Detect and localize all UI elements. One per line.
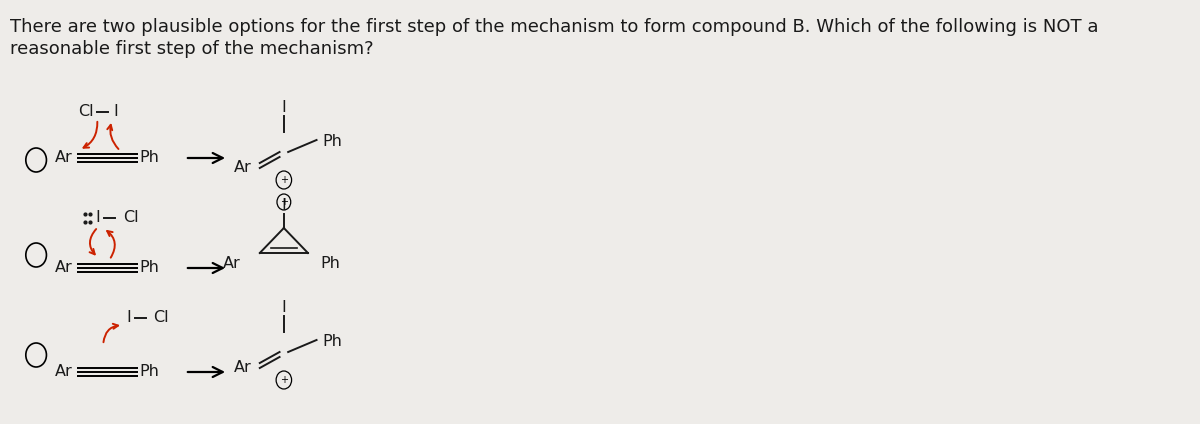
Text: reasonable first step of the mechanism?: reasonable first step of the mechanism? (11, 40, 374, 58)
Text: +: + (280, 375, 288, 385)
Text: Ar: Ar (234, 360, 251, 376)
Text: Ar: Ar (223, 256, 241, 271)
Text: Ph: Ph (139, 260, 160, 276)
Text: Cl: Cl (154, 310, 169, 326)
Text: Ar: Ar (55, 151, 73, 165)
Text: There are two plausible options for the first step of the mechanism to form comp: There are two plausible options for the … (11, 18, 1099, 36)
Text: I: I (96, 210, 101, 226)
Text: I: I (282, 100, 287, 115)
Text: +: + (280, 197, 288, 207)
Text: Ar: Ar (55, 260, 73, 276)
Text: Cl: Cl (78, 104, 94, 120)
Text: I: I (113, 104, 118, 120)
Text: Ar: Ar (234, 161, 251, 176)
Text: Ph: Ph (139, 365, 160, 379)
Text: Ph: Ph (139, 151, 160, 165)
Text: Cl: Cl (124, 210, 139, 226)
Text: Ph: Ph (320, 256, 340, 271)
Text: Ph: Ph (323, 335, 342, 349)
Text: I: I (127, 310, 132, 326)
Text: I: I (282, 198, 287, 214)
Text: I: I (282, 301, 287, 315)
Text: Ar: Ar (55, 365, 73, 379)
Text: +: + (280, 175, 288, 185)
Text: Ph: Ph (323, 134, 342, 150)
